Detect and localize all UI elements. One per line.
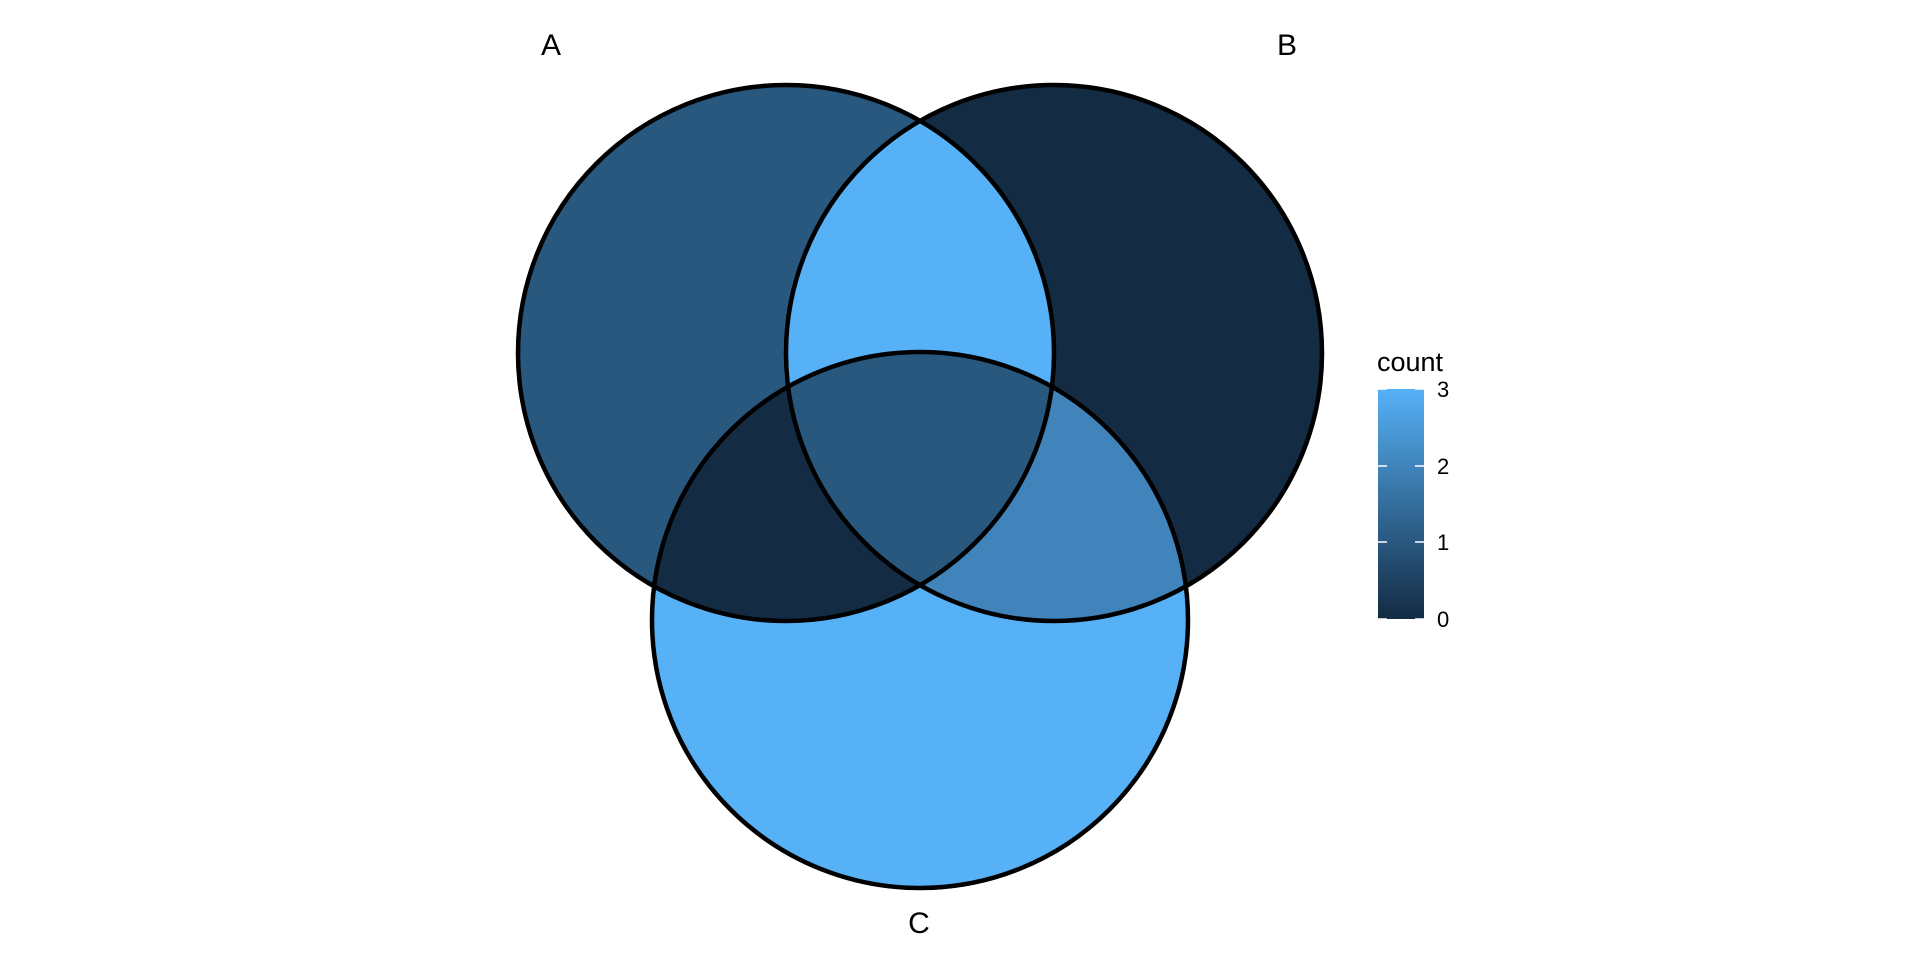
set-label-a: A	[541, 29, 561, 62]
set-label-c: C	[908, 907, 930, 940]
circle-c-outline	[649, 349, 1191, 891]
color-legend: count 0 1 2 3	[1377, 347, 1449, 632]
circle-a-outline	[515, 82, 1057, 624]
legend-tick-label-2: 2	[1437, 454, 1449, 479]
legend-tick-label-1: 1	[1437, 530, 1449, 555]
legend-tick-label-3: 3	[1437, 377, 1449, 402]
circle-b-outline	[783, 82, 1325, 624]
set-label-b: B	[1277, 29, 1297, 62]
legend-title: count	[1377, 347, 1444, 377]
legend-tick-label-0: 0	[1437, 607, 1449, 632]
legend-colorbar	[1378, 389, 1424, 619]
